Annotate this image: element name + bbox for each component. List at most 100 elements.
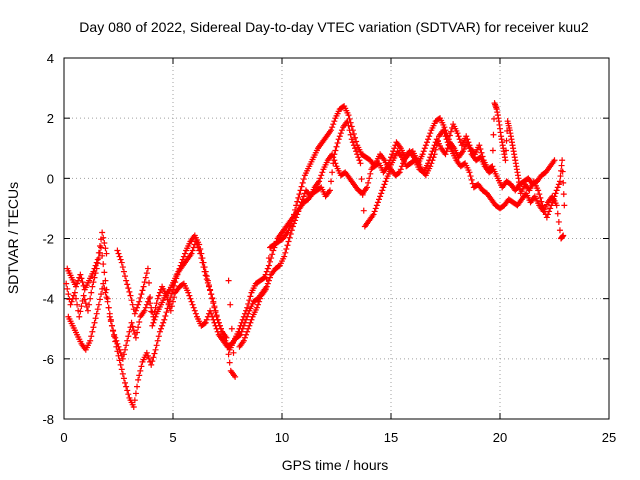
data-point-marker	[237, 331, 244, 338]
data-point-marker	[195, 244, 202, 251]
data-point-marker	[148, 308, 155, 315]
data-point-marker	[209, 294, 216, 301]
x-tick-label: 10	[275, 430, 289, 445]
data-point-marker	[248, 316, 255, 323]
data-point-marker	[147, 294, 154, 301]
data-point-marker	[105, 304, 112, 311]
data-point-marker	[129, 301, 136, 308]
data-point-marker	[165, 301, 172, 308]
data-point-marker	[110, 328, 117, 335]
data-point-marker	[88, 289, 95, 296]
data-point-marker	[134, 329, 141, 336]
data-point-marker	[72, 283, 79, 290]
data-point-marker	[281, 253, 288, 260]
data-point-marker	[94, 256, 101, 263]
data-point-marker	[352, 134, 359, 141]
data-point-marker	[78, 303, 85, 310]
data-point-marker	[284, 242, 291, 249]
data-point-marker	[108, 322, 115, 329]
data-point-marker	[76, 313, 83, 320]
data-point-marker	[488, 164, 495, 171]
data-point-marker	[345, 112, 352, 119]
data-point-marker	[359, 191, 366, 198]
data-point-marker	[123, 342, 130, 349]
data-point-marker	[478, 149, 485, 156]
data-point-marker	[263, 276, 270, 283]
data-point-marker	[349, 127, 356, 134]
data-point-marker	[205, 283, 212, 290]
data-point-marker	[330, 121, 337, 128]
data-point-marker	[113, 337, 120, 344]
data-point-marker	[382, 178, 389, 185]
data-point-marker	[203, 276, 210, 283]
y-tick-label: -2	[42, 232, 54, 247]
data-point-marker	[119, 370, 126, 377]
data-point-marker	[329, 169, 336, 176]
data-point-marker	[132, 390, 139, 397]
data-point-marker	[364, 184, 371, 191]
data-point-marker	[84, 307, 91, 314]
data-point-marker	[207, 307, 214, 314]
data-point-marker	[442, 151, 449, 158]
data-point-marker	[103, 294, 110, 301]
data-point-marker	[154, 295, 161, 302]
data-point-marker	[468, 176, 475, 183]
data-point-marker	[336, 133, 343, 140]
data-point-marker	[257, 295, 264, 302]
data-point-marker	[180, 253, 187, 260]
data-point-marker	[536, 191, 543, 198]
y-axis-label: SDTVAR / TECUs	[5, 182, 21, 294]
data-point-marker	[275, 263, 282, 270]
data-point-marker	[333, 143, 340, 150]
data-point-marker	[189, 301, 196, 308]
data-point-marker	[161, 316, 168, 323]
data-point-marker	[146, 279, 153, 286]
data-point-marker	[134, 383, 141, 390]
data-point-marker	[213, 312, 220, 319]
data-point-marker	[385, 160, 392, 167]
data-point-marker	[246, 322, 253, 329]
data-point-marker	[555, 218, 562, 225]
data-point-marker	[138, 363, 145, 370]
data-point-marker	[423, 139, 430, 146]
data-point-marker	[208, 291, 215, 298]
data-point-marker	[262, 286, 269, 293]
data-point-marker	[119, 264, 126, 271]
data-point-marker	[190, 304, 197, 311]
data-point-marker	[215, 319, 222, 326]
data-point-marker	[373, 202, 380, 209]
data-point-marker	[246, 297, 253, 304]
data-point-marker	[476, 142, 483, 149]
data-point-marker	[331, 151, 338, 158]
data-point-marker	[443, 130, 450, 137]
data-point-marker	[130, 403, 137, 410]
data-point-marker	[386, 157, 393, 164]
data-point-marker	[116, 357, 123, 364]
data-point-marker	[395, 170, 402, 177]
data-point-marker	[391, 145, 398, 152]
satellite-trace-2	[65, 118, 567, 410]
data-point-marker	[192, 310, 199, 317]
data-point-marker	[106, 310, 113, 317]
data-point-marker	[140, 283, 147, 290]
data-point-marker	[163, 309, 170, 316]
y-tick-labels: -8 -6 -4 -2 0 2 4	[42, 51, 54, 427]
data-point-marker	[241, 334, 248, 341]
data-point-marker	[237, 322, 244, 329]
data-point-marker	[428, 160, 435, 167]
data-point-marker	[376, 196, 383, 203]
data-point-marker	[247, 293, 254, 300]
data-point-marker	[426, 133, 433, 140]
data-point-marker	[149, 358, 156, 365]
data-point-marker	[192, 238, 199, 245]
data-point-marker	[114, 348, 121, 355]
data-point-marker	[81, 296, 88, 303]
data-point-marker	[135, 376, 142, 383]
data-point-marker	[95, 301, 102, 308]
data-point-marker	[153, 300, 160, 307]
data-point-marker	[372, 205, 379, 212]
data-point-marker	[148, 361, 155, 368]
data-point-marker	[265, 262, 272, 269]
data-point-marker	[377, 193, 384, 200]
data-point-marker	[112, 338, 119, 345]
